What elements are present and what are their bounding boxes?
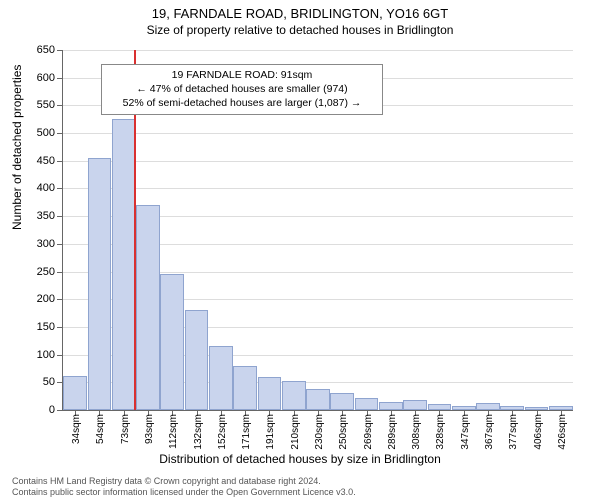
- y-tick: [57, 161, 63, 162]
- footer-line1: Contains HM Land Registry data © Crown c…: [12, 476, 356, 487]
- y-axis-label: Number of detached properties: [10, 65, 24, 230]
- annotation-line2: ← 47% of detached houses are smaller (97…: [108, 82, 376, 96]
- y-tick: [57, 133, 63, 134]
- y-tick: [57, 272, 63, 273]
- histogram-bar: [112, 119, 136, 410]
- y-tick-label: 450: [37, 155, 55, 167]
- y-tick-label: 600: [37, 72, 55, 84]
- chart-title-line2: Size of property relative to detached ho…: [0, 23, 600, 37]
- chart-title-line1: 19, FARNDALE ROAD, BRIDLINGTON, YO16 6GT: [0, 0, 600, 23]
- x-tick-label: 426sqm: [557, 414, 568, 450]
- y-tick: [57, 299, 63, 300]
- histogram-bar: [330, 393, 354, 410]
- y-tick: [57, 50, 63, 51]
- histogram-bar: [88, 158, 112, 410]
- x-tick-label: 132sqm: [193, 414, 204, 450]
- plot-region: 0501001502002503003504004505005506006503…: [62, 50, 573, 411]
- chart-container: 19, FARNDALE ROAD, BRIDLINGTON, YO16 6GT…: [0, 0, 600, 500]
- gridline: [63, 133, 573, 134]
- histogram-bar: [160, 274, 184, 410]
- y-tick-label: 250: [37, 266, 55, 278]
- y-tick-label: 300: [37, 238, 55, 250]
- x-tick-label: 289sqm: [387, 414, 398, 450]
- x-tick-label: 210sqm: [290, 414, 301, 450]
- x-tick-label: 406sqm: [533, 414, 544, 450]
- x-tick-label: 347sqm: [460, 414, 471, 450]
- x-tick-label: 308sqm: [411, 414, 422, 450]
- x-tick-label: 73sqm: [120, 414, 131, 444]
- x-tick-label: 54sqm: [95, 414, 106, 444]
- x-tick-label: 367sqm: [484, 414, 495, 450]
- annotation-line3: 52% of semi-detached houses are larger (…: [108, 96, 376, 110]
- x-tick-label: 152sqm: [217, 414, 228, 450]
- x-tick-label: 34sqm: [71, 414, 82, 444]
- histogram-bar: [379, 402, 403, 410]
- x-tick-label: 250sqm: [338, 414, 349, 450]
- histogram-bar: [209, 346, 233, 410]
- y-tick-label: 550: [37, 99, 55, 111]
- y-tick: [57, 78, 63, 79]
- y-tick-label: 500: [37, 127, 55, 139]
- annotation-box: 19 FARNDALE ROAD: 91sqm← 47% of detached…: [101, 64, 383, 115]
- y-tick: [57, 382, 63, 383]
- x-tick-label: 112sqm: [168, 414, 179, 449]
- y-tick-label: 150: [37, 321, 55, 333]
- histogram-bar: [136, 205, 160, 410]
- y-tick-label: 0: [49, 404, 55, 416]
- y-tick: [57, 355, 63, 356]
- y-tick: [57, 327, 63, 328]
- histogram-bar: [306, 389, 330, 410]
- y-tick-label: 100: [37, 349, 55, 361]
- y-tick-label: 200: [37, 293, 55, 305]
- y-tick: [57, 244, 63, 245]
- chart-area: 0501001502002503003504004505005506006503…: [62, 50, 572, 410]
- x-tick-label: 230sqm: [314, 414, 325, 450]
- footer: Contains HM Land Registry data © Crown c…: [12, 476, 356, 499]
- histogram-bar: [403, 400, 427, 410]
- x-tick-label: 328sqm: [435, 414, 446, 450]
- x-tick-label: 171sqm: [241, 414, 252, 450]
- gridline: [63, 161, 573, 162]
- y-tick-label: 50: [43, 376, 55, 388]
- x-tick-label: 191sqm: [265, 414, 276, 450]
- annotation-line1: 19 FARNDALE ROAD: 91sqm: [108, 68, 376, 82]
- histogram-bar: [355, 398, 379, 410]
- histogram-bar: [258, 377, 282, 410]
- y-tick: [57, 105, 63, 106]
- x-tick-label: 269sqm: [363, 414, 374, 450]
- y-tick-label: 400: [37, 182, 55, 194]
- y-tick-label: 650: [37, 44, 55, 56]
- y-tick: [57, 188, 63, 189]
- histogram-bar: [185, 310, 209, 410]
- footer-line2: Contains public sector information licen…: [12, 487, 356, 498]
- gridline: [63, 188, 573, 189]
- histogram-bar: [282, 381, 306, 410]
- gridline: [63, 50, 573, 51]
- histogram-bar: [233, 366, 257, 410]
- x-axis-label: Distribution of detached houses by size …: [0, 452, 600, 466]
- y-tick: [57, 216, 63, 217]
- histogram-bar: [476, 403, 500, 410]
- x-tick-label: 377sqm: [508, 414, 519, 450]
- histogram-bar: [63, 376, 87, 410]
- y-tick-label: 350: [37, 210, 55, 222]
- x-tick-label: 93sqm: [144, 414, 155, 444]
- y-tick: [57, 410, 63, 411]
